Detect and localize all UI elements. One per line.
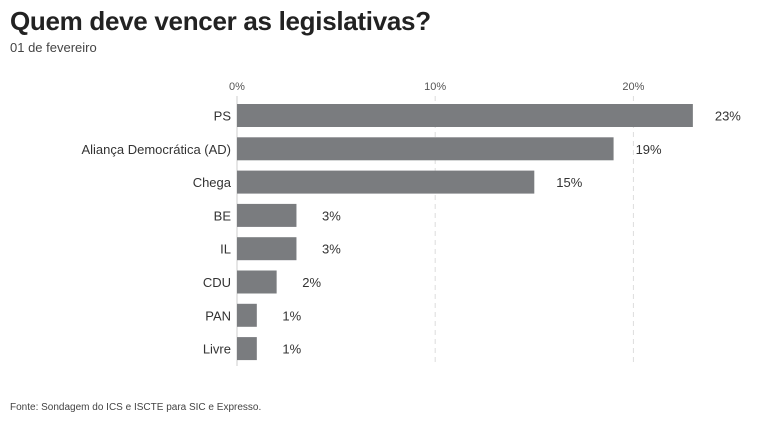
source-note: Fonte: Sondagem do ICS e ISCTE para SIC …: [10, 402, 262, 413]
bar: [237, 170, 535, 194]
bar: [237, 337, 257, 361]
gridlines: [236, 96, 634, 366]
x-tick-label: 20%: [622, 81, 644, 93]
x-tick-label: 0%: [229, 81, 245, 93]
chart-title: Quem deve vencer as legislativas?: [10, 6, 431, 36]
bar: [237, 104, 693, 127]
category-label: PS: [214, 109, 232, 124]
data-label: 1%: [282, 342, 301, 357]
data-label: 1%: [282, 308, 301, 323]
bar: [237, 270, 277, 294]
category-label: Chega: [193, 175, 232, 190]
data-label: 2%: [302, 275, 321, 290]
data-label: 23%: [715, 109, 741, 124]
bar: [237, 237, 297, 261]
category-label: Livre: [203, 342, 231, 357]
bar: [237, 137, 614, 161]
bar: [237, 203, 297, 227]
bars: [237, 104, 693, 361]
data-label: 3%: [322, 208, 341, 223]
category-label: BE: [214, 208, 232, 223]
data-label: 19%: [636, 142, 662, 157]
labels: PS 23% Aliança Democrática (AD) 19% Chega 15%…: [81, 109, 741, 357]
category-label: PAN: [205, 308, 231, 323]
bar: [237, 303, 257, 327]
x-tick-label: 10%: [424, 81, 446, 93]
x-axis-ticks: 0% 10% 20%: [229, 81, 645, 93]
category-label: Aliança Democrática (AD): [81, 142, 231, 157]
category-label: IL: [220, 242, 231, 257]
data-label: 3%: [322, 242, 341, 257]
category-label: CDU: [203, 275, 231, 290]
data-label: 15%: [556, 175, 582, 190]
chart-subtitle: 01 de fevereiro: [10, 40, 97, 55]
